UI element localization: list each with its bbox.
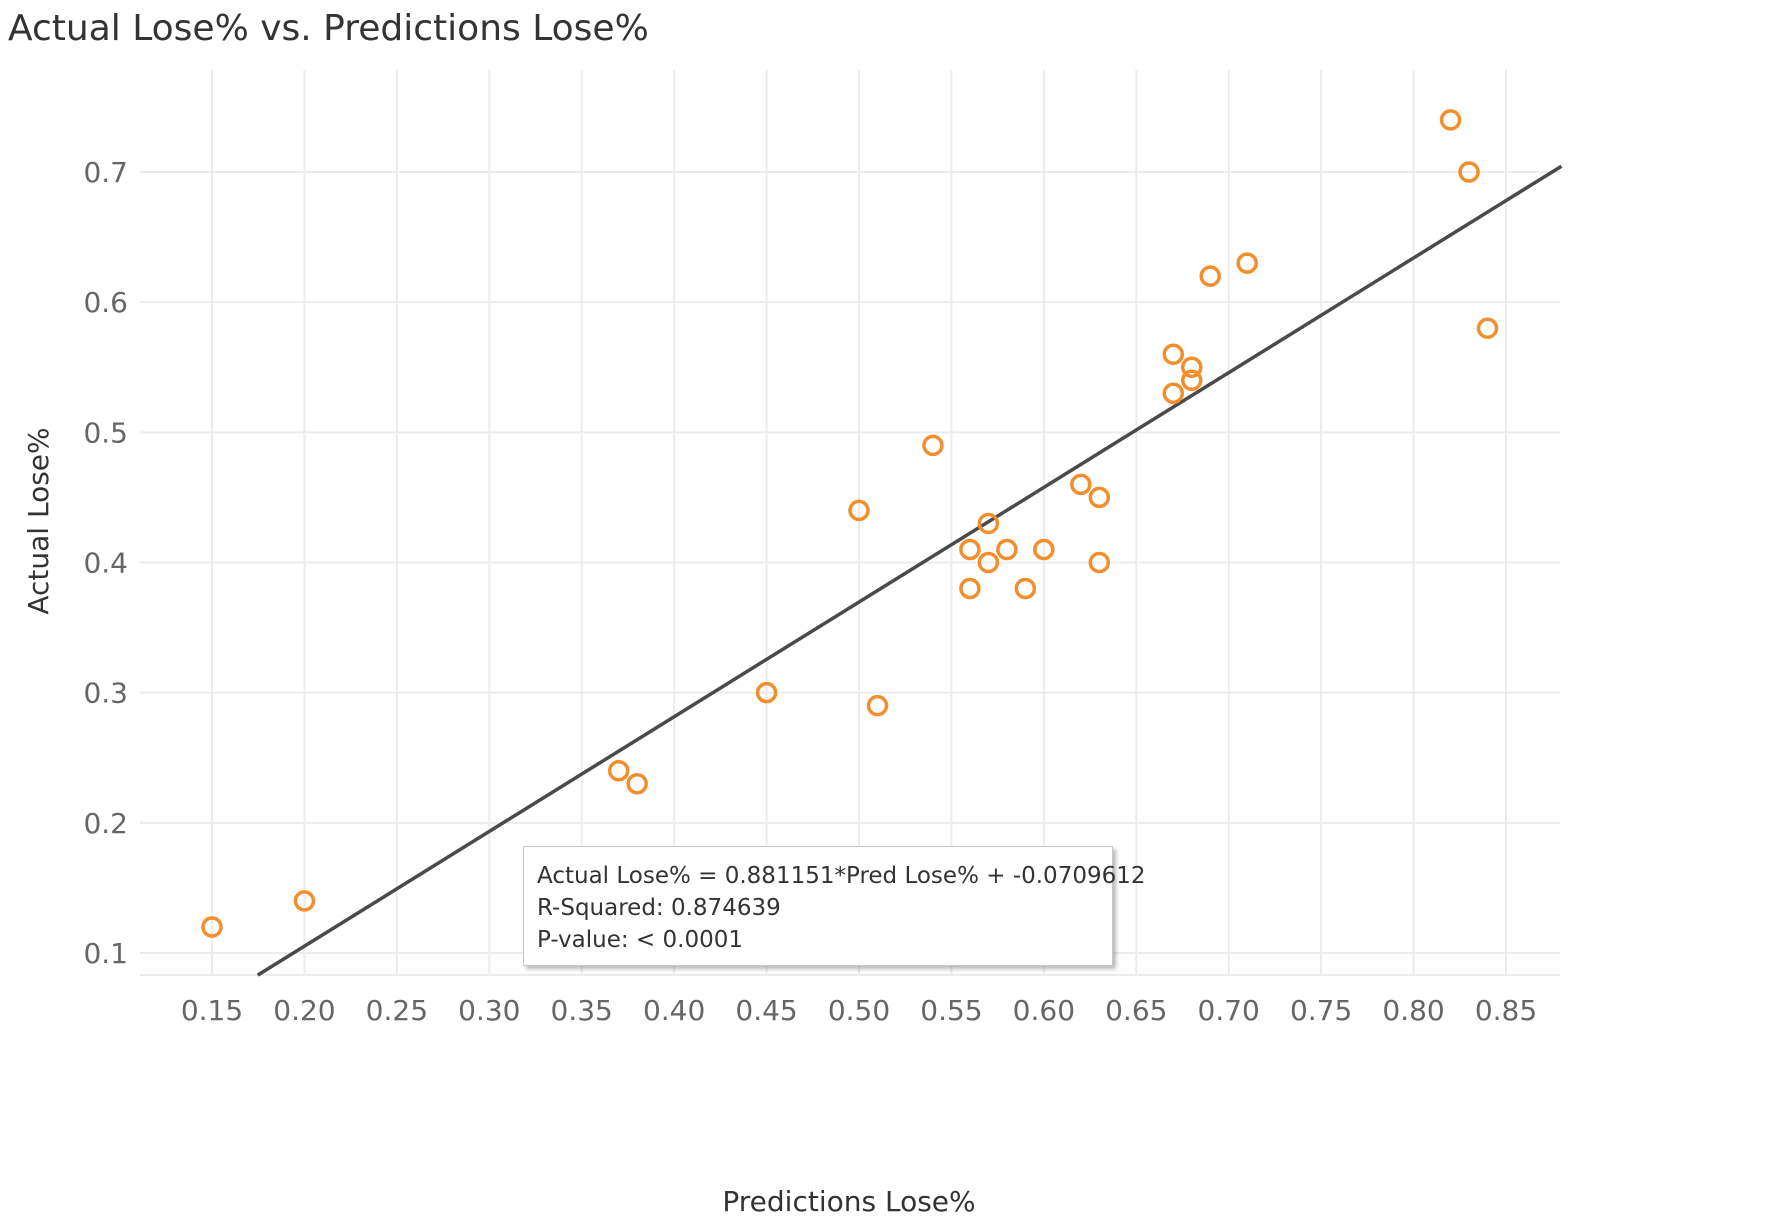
data-point — [977, 551, 1000, 574]
x-tick-label: 0.25 — [366, 994, 428, 1027]
x-tick-label: 0.20 — [273, 994, 335, 1027]
data-point — [1439, 109, 1462, 131]
y-tick-label: 0.3 — [83, 677, 128, 710]
data-point — [1199, 265, 1221, 287]
trend-line-tooltip: Actual Lose% = 0.881151*Pred Lose% + -0.… — [523, 846, 1146, 966]
trend-line — [256, 164, 1563, 977]
y-tick-label: 0.4 — [83, 547, 128, 580]
x-tick-label: 0.30 — [458, 994, 520, 1027]
data-point — [1014, 577, 1037, 600]
data-point — [866, 694, 889, 717]
x-tick-label: 0.50 — [828, 994, 890, 1027]
x-tick-label: 0.75 — [1290, 994, 1352, 1027]
axis-ticks: 0.15 0.20 0.25 0.30 0.35 0.40 0.45 0.50 0.55 0.60… — [83, 156, 1537, 1027]
data-point — [922, 434, 944, 457]
x-tick-label: 0.65 — [1105, 994, 1167, 1027]
x-tick-label: 0.35 — [551, 994, 613, 1027]
tooltip-p-value: P-value: < 0.0001 — [537, 927, 743, 953]
x-tick-label: 0.55 — [920, 994, 982, 1027]
data-point — [626, 773, 648, 795]
data-point — [959, 538, 981, 561]
y-tick-label: 0.2 — [83, 807, 128, 840]
data-point — [1236, 252, 1258, 274]
data-point — [201, 916, 223, 938]
trend-line-layer — [256, 164, 1563, 977]
y-tick-label: 0.6 — [83, 286, 128, 319]
data-point — [848, 499, 870, 522]
data-point — [607, 760, 630, 782]
data-point — [996, 538, 1018, 561]
data-points — [201, 109, 1499, 938]
data-point — [977, 512, 1000, 535]
y-tick-label: 0.7 — [83, 156, 128, 189]
chart-title: Actual Lose% vs. Predictions Lose% — [8, 8, 649, 49]
data-point — [293, 890, 316, 912]
data-point — [1070, 473, 1092, 496]
data-point — [1162, 343, 1185, 365]
data-point — [1476, 317, 1499, 339]
tooltip-r-squared: R-Squared: 0.874639 — [537, 895, 781, 921]
data-point — [1088, 486, 1111, 509]
data-point — [1033, 538, 1055, 561]
gridlines — [140, 70, 1560, 976]
x-tick-label: 0.85 — [1475, 994, 1537, 1027]
data-point — [1088, 551, 1111, 574]
x-tick-label: 0.15 — [181, 994, 243, 1027]
data-point — [1162, 382, 1185, 405]
x-axis-title: Predictions Lose% — [722, 1185, 975, 1218]
x-tick-label: 0.60 — [1013, 994, 1075, 1027]
x-tick-label: 0.70 — [1198, 994, 1260, 1027]
x-tick-label: 0.40 — [643, 994, 705, 1027]
x-tick-label: 0.80 — [1382, 994, 1444, 1027]
data-point — [1180, 369, 1203, 392]
data-point — [1180, 356, 1203, 378]
data-point — [755, 681, 778, 704]
tooltip-equation: Actual Lose% = 0.881151*Pred Lose% + -0.… — [537, 863, 1146, 889]
data-point — [959, 577, 981, 600]
y-axis-title: Actual Lose% — [22, 427, 55, 614]
y-tick-label: 0.5 — [83, 416, 128, 449]
x-tick-label: 0.45 — [735, 994, 797, 1027]
data-point — [1458, 161, 1480, 183]
y-tick-label: 0.1 — [83, 937, 128, 970]
